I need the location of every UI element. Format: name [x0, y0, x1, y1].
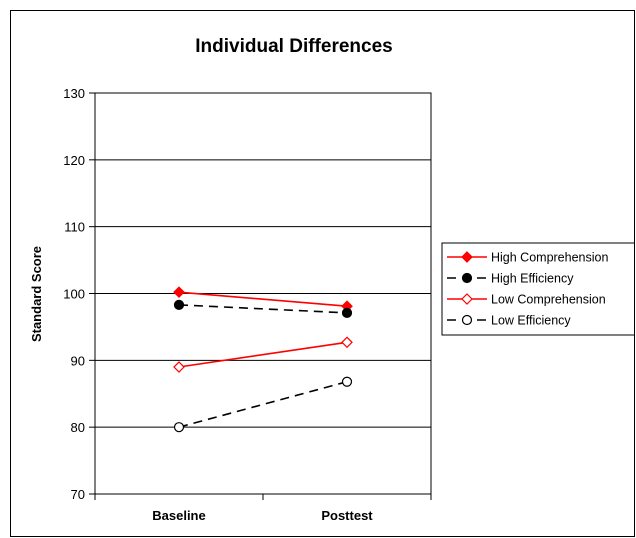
x-tick-label-posttest: Posttest	[321, 508, 373, 523]
data-point-high-efficiency-baseline	[173, 299, 185, 310]
legend-entries: High Comprehension High Efficiency Low Com…	[447, 251, 608, 328]
chart-title: Individual Differences	[195, 36, 392, 57]
legend-label: High Comprehension	[491, 251, 608, 265]
legend-label: High Efficiency	[491, 272, 574, 286]
series-line-high-comprehension	[178, 291, 348, 307]
data-point-low-comprehension-posttest	[341, 336, 353, 349]
legend-swatch-marker	[461, 251, 473, 263]
line-chart: Individual Differences 70 80 90 100 110 120 13…	[29, 36, 634, 523]
data-point-low-comprehension-baseline	[173, 361, 185, 373]
y-tick-label: 120	[63, 153, 85, 168]
y-tick-label: 70	[71, 487, 85, 502]
data-point-high-comprehension-baseline	[173, 286, 185, 299]
chart-frame: Individual Differences 70 80 90 100 110 120 13…	[10, 10, 635, 537]
legend-item-low-efficiency: Low Efficiency	[447, 314, 571, 328]
legend-item-low-comprehension: Low Comprehension	[447, 293, 606, 307]
x-tick-label-baseline: Baseline	[152, 508, 205, 523]
y-axis-ticks: 70 80 90 100 110 120 130	[63, 86, 95, 502]
legend-item-high-comprehension: High Comprehension	[447, 251, 608, 265]
series-low-efficiency	[173, 376, 353, 433]
series-line-high-efficiency	[178, 304, 348, 314]
y-tick-label: 130	[63, 86, 85, 101]
legend-swatch-marker	[461, 272, 473, 284]
gridlines	[95, 159, 431, 428]
data-point-low-efficiency-baseline	[173, 422, 185, 433]
y-axis-title: Standard Score	[29, 246, 44, 342]
series-line-low-efficiency	[178, 380, 348, 428]
legend: High Comprehension High Efficiency Low Com…	[441, 242, 634, 336]
y-tick-label: 80	[71, 420, 85, 435]
legend-swatch-marker	[461, 293, 473, 305]
legend-label: Low Efficiency	[491, 314, 571, 328]
legend-item-high-efficiency: High Efficiency	[447, 272, 574, 286]
series-line-low-comprehension	[178, 341, 348, 368]
x-axis-ticks: Baseline Posttest	[94, 494, 432, 523]
legend-box	[441, 242, 634, 336]
data-point-low-efficiency-posttest	[341, 376, 353, 387]
series-high-efficiency	[173, 299, 353, 318]
series-low-comprehension	[173, 336, 353, 373]
legend-label: Low Comprehension	[491, 293, 606, 307]
series-high-comprehension	[173, 286, 353, 313]
series-layer	[173, 286, 353, 433]
y-tick-label: 90	[71, 353, 85, 368]
legend-swatch-marker	[461, 314, 473, 326]
y-tick-label: 110	[64, 220, 85, 235]
y-tick-label: 100	[63, 287, 85, 302]
data-point-high-efficiency-posttest	[341, 307, 353, 318]
